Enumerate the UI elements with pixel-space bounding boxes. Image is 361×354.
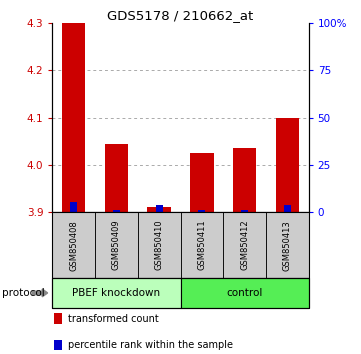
Bar — [62, 23, 86, 212]
Text: PBEF knockdown: PBEF knockdown — [72, 288, 161, 298]
Bar — [233, 148, 256, 212]
Bar — [147, 207, 171, 212]
Text: GSM850412: GSM850412 — [240, 220, 249, 270]
Bar — [156, 205, 163, 212]
Text: GSM850410: GSM850410 — [155, 220, 164, 270]
Bar — [113, 210, 120, 212]
Text: GSM850413: GSM850413 — [283, 220, 292, 270]
Text: GSM850408: GSM850408 — [69, 220, 78, 270]
Bar — [275, 118, 299, 212]
Text: GSM850411: GSM850411 — [197, 220, 206, 270]
Bar — [198, 210, 205, 212]
Bar — [105, 144, 128, 212]
Bar — [190, 153, 214, 212]
Bar — [70, 202, 77, 212]
Bar — [284, 205, 291, 212]
Text: GSM850409: GSM850409 — [112, 220, 121, 270]
Text: GDS5178 / 210662_at: GDS5178 / 210662_at — [107, 9, 254, 22]
Text: percentile rank within the sample: percentile rank within the sample — [68, 340, 232, 350]
Text: protocol: protocol — [2, 288, 44, 298]
Bar — [241, 210, 248, 212]
Text: control: control — [226, 288, 263, 298]
Text: transformed count: transformed count — [68, 314, 158, 324]
